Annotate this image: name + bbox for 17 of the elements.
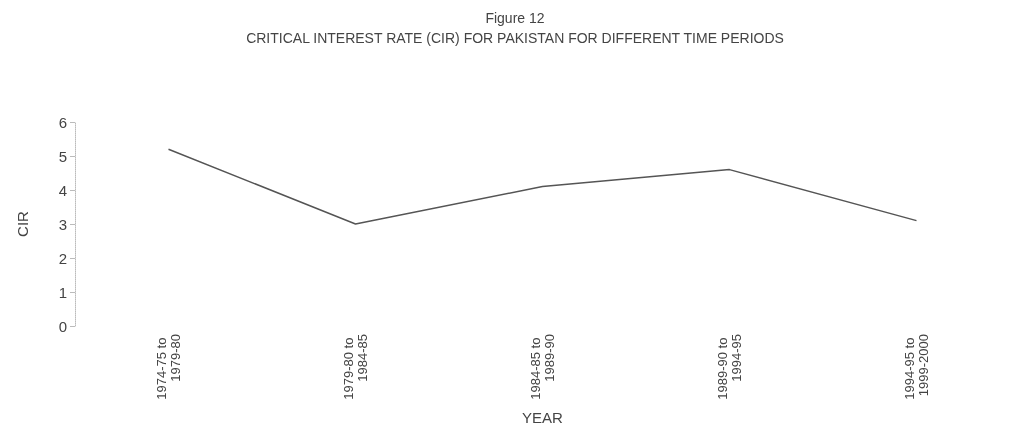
line-series	[167, 148, 918, 225]
x-tick-label: 1994-95 to 1999-2000	[902, 334, 931, 400]
y-tick-label: 5	[58, 147, 67, 165]
x-tick-label: 1984-85 to 1989-90	[528, 334, 557, 400]
x-tick-label: 1979-80 to 1984-85	[341, 334, 370, 400]
chart-title: Figure 12	[485, 10, 545, 26]
y-tick-label: 3	[58, 215, 67, 233]
y-tick-label: 0	[58, 317, 67, 335]
x-tick-label: 1989-90 to 1994-95	[715, 334, 744, 400]
y-axis-title: CIR	[14, 210, 31, 237]
y-tick-label: 4	[58, 181, 67, 199]
y-tick-label: 2	[58, 249, 67, 267]
y-tick-label: 1	[58, 283, 67, 301]
x-axis-title: YEAR	[522, 408, 564, 426]
chart-subtitle: CRITICAL INTEREST RATE (CIR) FOR PAKISTAN FOR DIFFERENT TIME PERIODS	[246, 30, 784, 46]
x-tick-label: 1974-75 to 1979-80	[154, 334, 183, 400]
y-tick-label: 6	[58, 113, 67, 131]
